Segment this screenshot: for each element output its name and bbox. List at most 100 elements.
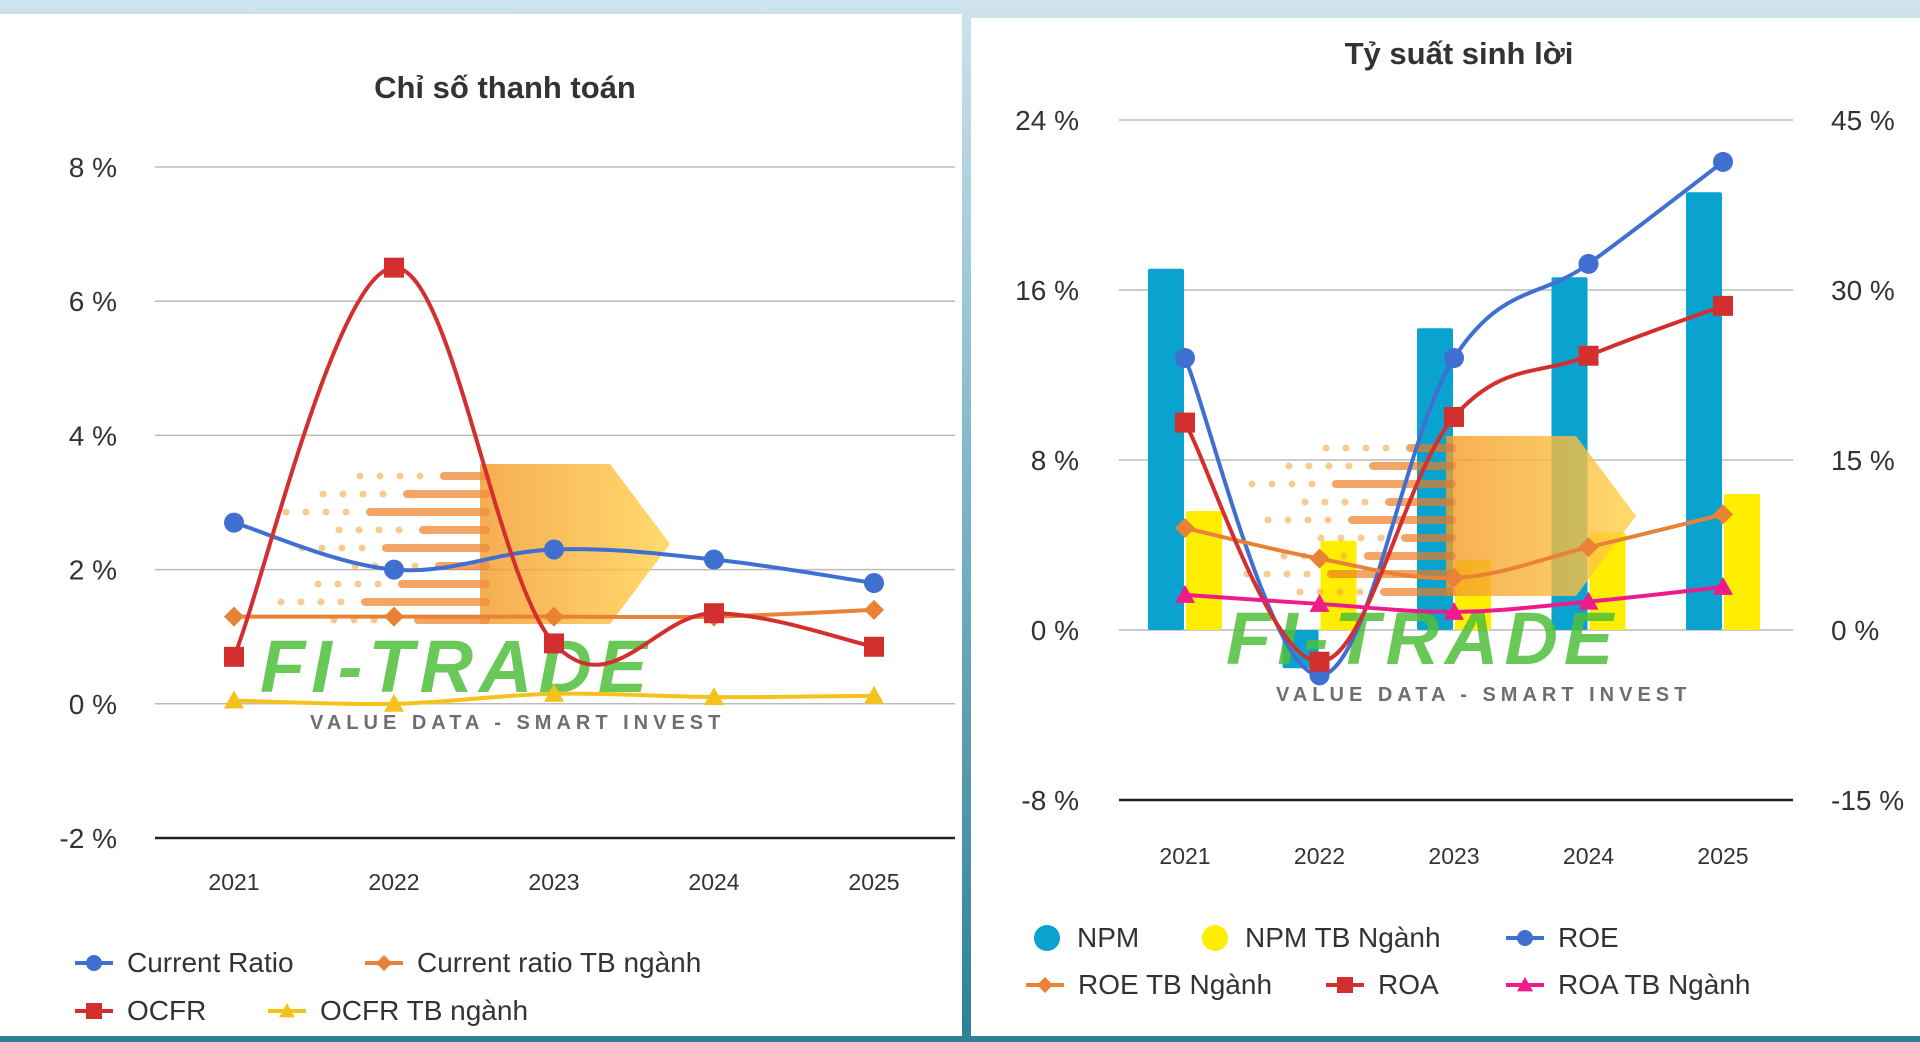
data-point-ocfr-tb-ng-nh	[544, 683, 564, 702]
y-right-tick-label: 45 %	[1831, 105, 1895, 136]
legend-swatch-npm	[1034, 925, 1060, 951]
watermark-dot	[337, 598, 345, 606]
watermark-dot	[282, 508, 290, 516]
watermark-dot	[342, 508, 350, 516]
series-current-ratio	[224, 512, 884, 594]
watermark-dot	[322, 508, 330, 516]
watermark-dash-line	[382, 544, 490, 552]
data-point-roa	[1578, 345, 1599, 366]
legend-label-current-ratio: Current Ratio	[127, 947, 294, 978]
y-left-tick-label: -8 %	[1021, 785, 1079, 816]
y-tick-label: 4 %	[69, 420, 117, 451]
data-point-current-ratio	[384, 559, 404, 580]
data-point-roa	[1444, 406, 1464, 427]
data-point-roa	[1713, 295, 1733, 316]
watermark-dot	[395, 526, 403, 534]
watermark-arrow-shape	[480, 464, 670, 624]
watermark-dot	[318, 544, 326, 552]
watermark-dot	[339, 490, 347, 498]
watermark-dot	[1296, 588, 1304, 596]
data-point-roa	[1309, 651, 1330, 672]
bar-npm	[1148, 268, 1184, 630]
watermark-dot	[1316, 588, 1324, 596]
data-point-roe-tb-ng-nh	[1444, 567, 1464, 588]
data-point-current-ratio-tb-ng-nh	[864, 599, 884, 620]
legend-label-roe: ROE	[1558, 922, 1619, 953]
watermark-dot	[1308, 480, 1316, 488]
watermark-dash-line	[366, 508, 490, 516]
x-tick-label: 2023	[1428, 843, 1479, 869]
watermark-dot	[416, 472, 424, 480]
data-point-roa-tb-ng-nh	[1175, 584, 1195, 603]
series-ocfr	[224, 257, 884, 667]
watermark-dot	[1268, 480, 1276, 488]
watermark-dot	[1305, 462, 1313, 470]
legend-label-current-ratio-tb-ng-nh: Current ratio TB ngành	[417, 947, 701, 978]
y-left-tick-label: 24 %	[1015, 105, 1079, 136]
data-point-ocfr-tb-ng-nh	[704, 687, 724, 706]
watermark-dot	[302, 508, 310, 516]
data-point-current-ratio-tb-ng-nh	[544, 606, 564, 627]
data-point-roe-tb-ng-nh	[1309, 548, 1330, 569]
watermark-dash-line	[440, 472, 490, 480]
profitability-chart-panel: Tỷ suất sinh lời 24 % 45 % 16 % 30 % 8 % 15 % 0…	[971, 18, 1920, 1036]
watermark-dot	[1336, 588, 1344, 596]
watermark-dot	[1317, 534, 1325, 542]
data-point-current-ratio	[224, 512, 244, 533]
data-point-roe	[1444, 348, 1464, 368]
watermark-dot	[1342, 444, 1350, 452]
watermark-dot	[1382, 444, 1390, 452]
x-tick-label: 2021	[1159, 843, 1210, 869]
y-right-tick-label: -15 %	[1831, 785, 1904, 816]
y-tick-label: 8 %	[69, 152, 117, 183]
y-left-tick-label: 8 %	[1031, 445, 1079, 476]
y-right-tick-label: 0 %	[1831, 615, 1879, 646]
data-point-roa-tb-ng-nh	[1713, 576, 1733, 595]
watermark-dot	[1341, 498, 1349, 506]
bar-npm-tb-ng-nh	[1724, 494, 1760, 630]
watermark-dot	[1264, 516, 1272, 524]
bar-npm-tb-ng-nh	[1186, 511, 1222, 630]
watermark-dot	[1285, 462, 1293, 470]
watermark-dash-line	[1332, 480, 1456, 488]
watermark-dot	[1325, 462, 1333, 470]
legend-marker-ocfr	[86, 1003, 102, 1019]
data-point-current-ratio-tb-ng-nh	[224, 606, 244, 627]
watermark-dot	[1284, 516, 1292, 524]
watermark-dot	[374, 580, 382, 588]
legend: NPM NPM TB Ngành ROE ROE TB Ngành ROA ROA TB …	[1026, 922, 1750, 1000]
watermark-dot	[1304, 516, 1312, 524]
series-line-roe	[1183, 160, 1725, 678]
legend-marker-ocfr-tb-ng-nh	[279, 1003, 295, 1018]
watermark-dot	[335, 526, 343, 534]
watermark-dash-line	[1401, 534, 1456, 542]
data-point-roe-tb-ng-nh	[1175, 518, 1195, 538]
x-tick-label: 2023	[528, 869, 579, 895]
watermark-dot	[1288, 480, 1296, 488]
legend: Current Ratio Current ratio TB ngành OCFR O…	[75, 947, 701, 1026]
data-point-ocfr	[704, 603, 724, 624]
data-point-ocfr-tb-ng-nh	[864, 685, 884, 704]
watermark-dot	[334, 580, 342, 588]
watermark-dot	[1357, 534, 1365, 542]
watermark-dot	[1321, 498, 1329, 506]
x-tick-label: 2025	[848, 869, 899, 895]
watermark-dash-line	[1385, 498, 1456, 506]
x-tick-label: 2024	[688, 869, 739, 895]
y-tick-label: 2 %	[69, 555, 117, 586]
legend-swatch-npm-tb-ng-nh	[1202, 925, 1228, 951]
y-tick-label: -2 %	[59, 823, 117, 854]
legend-marker-roe-tb-ng-nh	[1037, 977, 1053, 993]
watermark-dash-line	[361, 598, 490, 606]
watermark-dash-line	[1380, 588, 1456, 596]
watermark-dot	[356, 472, 364, 480]
series-roa	[1175, 295, 1733, 672]
legend-label-roe-tb-ng-nh: ROE TB Ngành	[1078, 969, 1272, 1000]
watermark-dot	[396, 472, 404, 480]
legend-label-npm-tb-ng-nh: NPM TB Ngành	[1245, 922, 1441, 953]
watermark-slogan: VALUE DATA - SMART INVEST	[1276, 684, 1691, 706]
data-point-roe-tb-ng-nh	[1578, 537, 1599, 558]
watermark-dot	[1337, 534, 1345, 542]
